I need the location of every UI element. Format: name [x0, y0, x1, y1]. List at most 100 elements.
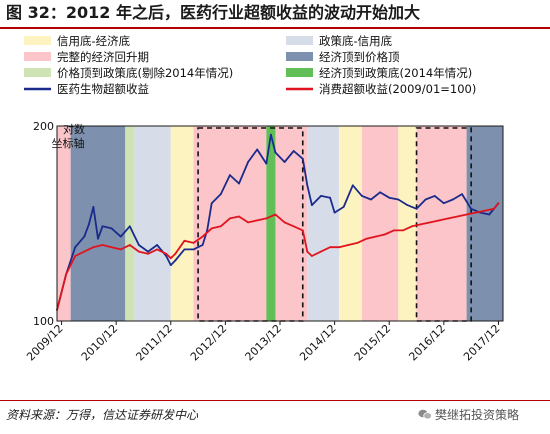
- series-point-0: [470, 207, 472, 210]
- legend-item-recovery: 完整的经济回升期: [24, 50, 149, 64]
- series-point-0: [201, 244, 204, 246]
- series-point-1: [65, 273, 67, 276]
- regime-band-recovery: [57, 126, 71, 321]
- watermark: 樊继拓投资策略: [418, 406, 519, 423]
- series-point-0: [379, 191, 381, 194]
- legend-item-series-1: 消费超额收益(2009/01=100): [286, 82, 476, 96]
- series-point-1: [156, 248, 159, 251]
- series-point-1: [128, 244, 131, 246]
- series-point-1: [192, 242, 195, 244]
- legend-label: 价格顶到政策底(剔除2014年情况): [57, 66, 233, 80]
- series-point-1: [174, 252, 177, 255]
- series-point-0: [461, 193, 463, 196]
- series-point-1: [456, 215, 459, 218]
- regime-band-recovery: [193, 126, 267, 321]
- footer-divider: [0, 400, 550, 401]
- series-point-0: [119, 235, 122, 238]
- legend-item-credit_bottom: 信用底-经济底: [24, 34, 131, 48]
- regime-band-credit_bottom: [170, 126, 194, 321]
- x-tick-label: 2010/12: [79, 322, 121, 364]
- regime-band-price_top: [125, 126, 135, 321]
- series-point-1: [169, 257, 172, 260]
- figure-title: 图 32：2012 年之后，医药行业超额收益的波动开始加大: [6, 3, 420, 22]
- legend-swatch: [286, 68, 313, 77]
- series-point-0: [147, 250, 149, 253]
- regime-bands: [57, 126, 503, 321]
- series-point-1: [110, 246, 113, 249]
- series-point-0: [329, 196, 331, 199]
- regime-band-policy_bottom: [307, 126, 340, 321]
- series-point-1: [274, 213, 277, 216]
- series-point-0: [219, 193, 222, 196]
- series-point-1: [265, 217, 268, 220]
- legend-swatch: [286, 52, 313, 61]
- legend-item-econ_top: 经济顶到价格顶: [286, 50, 400, 64]
- series-point-1: [338, 246, 341, 249]
- x-tick-label: 2011/12: [133, 322, 175, 364]
- legend-swatch: [286, 36, 313, 45]
- series-point-0: [333, 211, 336, 214]
- series-point-1: [483, 209, 486, 212]
- series-point-1: [292, 225, 295, 228]
- series-point-0: [488, 213, 491, 216]
- series-point-0: [110, 227, 113, 230]
- series-point-1: [283, 221, 286, 224]
- series-point-1: [83, 250, 86, 253]
- series-point-1: [447, 217, 450, 220]
- x-tick-label: 2012/12: [188, 322, 230, 364]
- series-point-0: [292, 150, 295, 152]
- series-point-0: [274, 151, 277, 154]
- series-point-1: [247, 221, 250, 224]
- series-point-1: [411, 225, 413, 228]
- regime-band-econ_top: [466, 126, 503, 321]
- x-tick-label: 2015/12: [352, 322, 394, 364]
- y-tick-label: 200: [33, 120, 54, 133]
- series-lines: [56, 133, 500, 311]
- series-point-0: [320, 195, 322, 197]
- x-tick-label: 2014/12: [297, 322, 339, 364]
- series-point-1: [119, 248, 122, 251]
- series-point-1: [438, 219, 441, 222]
- regime-band-recovery: [361, 126, 399, 321]
- series-line-1: [56, 202, 500, 311]
- series-point-0: [174, 259, 177, 262]
- series-point-1: [320, 250, 322, 253]
- series-point-0: [301, 157, 304, 160]
- series-point-0: [452, 198, 454, 201]
- series-point-1: [347, 244, 350, 246]
- series-point-1: [497, 202, 500, 205]
- legend-label: 消费超额收益(2009/01=100): [319, 82, 476, 96]
- series-point-0: [83, 235, 86, 238]
- legend-item-price_top: 价格顶到政策底(剔除2014年情况): [24, 66, 233, 80]
- series-point-1: [229, 217, 231, 220]
- series-point-0: [247, 161, 250, 163]
- legend-swatch: [24, 36, 51, 45]
- series-point-0: [138, 244, 140, 246]
- title-divider: [0, 27, 550, 29]
- series-point-1: [183, 239, 186, 242]
- series-point-1: [374, 235, 377, 238]
- series-point-1: [256, 219, 259, 222]
- series-point-1: [365, 237, 368, 240]
- series-point-0: [97, 237, 99, 240]
- series-point-1: [165, 252, 168, 255]
- series-point-1: [383, 233, 386, 236]
- series-point-0: [156, 244, 159, 246]
- series-point-0: [165, 255, 168, 257]
- x-tick-label: 2013/12: [243, 322, 285, 364]
- series-point-1: [402, 229, 404, 232]
- legend-label: 经济顶到政策底(2014年情况): [319, 66, 472, 80]
- regime-band-econ_top_2014: [266, 126, 276, 321]
- series-point-1: [420, 223, 422, 226]
- regime-band-policy_bottom: [134, 126, 171, 321]
- legend-item-policy_bottom: 政策底-信用底: [286, 34, 393, 48]
- highlight-window-1: [197, 127, 304, 322]
- series-point-0: [361, 195, 363, 197]
- watermark-text: 樊继拓投资策略: [435, 408, 520, 422]
- series-point-1: [329, 246, 331, 249]
- series-point-0: [183, 248, 186, 251]
- series-point-1: [493, 207, 495, 210]
